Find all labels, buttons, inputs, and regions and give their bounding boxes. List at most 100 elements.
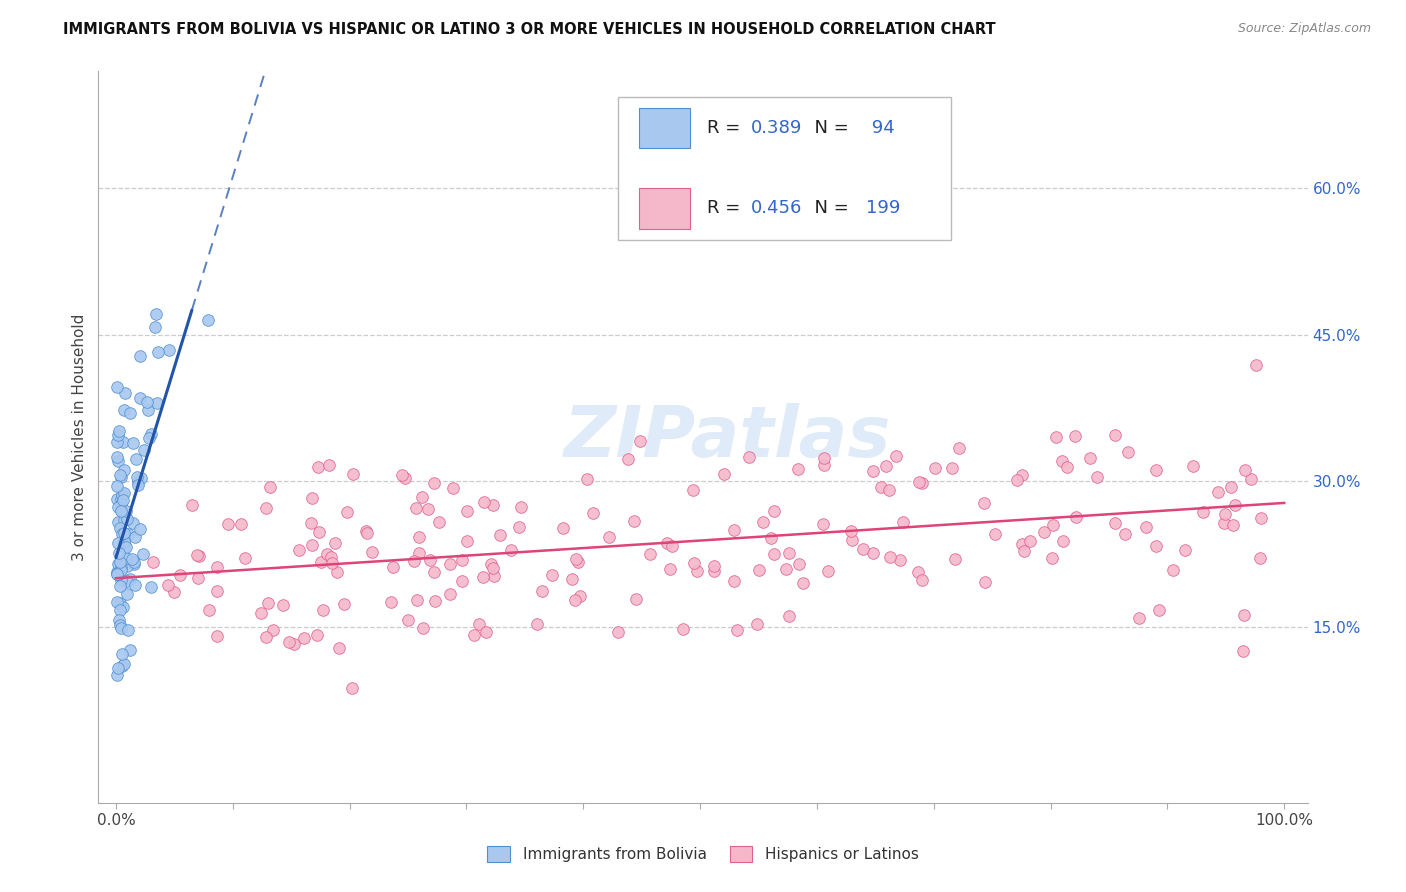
Point [1215, 507, 1237, 521]
Point [112, 463, 135, 477]
Point [623, 514, 645, 528]
Point [139, 580, 162, 594]
Point [115, 540, 138, 554]
Point [129, 391, 152, 405]
Text: R =: R = [707, 119, 745, 136]
Point [257, 596, 280, 610]
Point [105, 380, 128, 394]
Point [661, 539, 683, 553]
Point [205, 584, 228, 599]
Point [408, 530, 430, 544]
Point [112, 540, 135, 554]
Point [1250, 510, 1272, 524]
Point [105, 565, 128, 579]
Point [1064, 510, 1087, 524]
Point [127, 478, 149, 492]
Point [889, 553, 911, 567]
Text: 0.389: 0.389 [751, 119, 803, 136]
Point [217, 517, 239, 532]
Point [146, 345, 169, 359]
Point [112, 485, 135, 500]
Point [129, 522, 152, 536]
Point [283, 637, 305, 651]
Point [142, 555, 165, 569]
Point [1234, 463, 1257, 477]
Point [943, 551, 966, 566]
Point [107, 567, 129, 582]
Point [115, 512, 138, 526]
Point [439, 557, 461, 571]
Point [120, 405, 142, 419]
Point [112, 493, 135, 508]
Point [1005, 473, 1028, 487]
Point [1233, 607, 1256, 622]
Point [1161, 563, 1184, 577]
Point [254, 501, 277, 516]
Point [112, 525, 135, 540]
Point [259, 480, 281, 494]
Point [120, 573, 142, 587]
Point [1192, 505, 1215, 519]
Point [482, 561, 505, 575]
Point [111, 434, 134, 449]
Point [1223, 498, 1246, 512]
Point [1244, 358, 1267, 372]
Point [778, 608, 800, 623]
Bar [638, 108, 690, 148]
Point [107, 500, 129, 515]
Text: ZIPatlas: ZIPatlas [564, 402, 891, 472]
Point [475, 625, 498, 640]
Point [115, 587, 138, 601]
Point [105, 450, 128, 465]
Point [197, 313, 219, 327]
Point [402, 554, 425, 568]
Point [112, 533, 135, 548]
Point [973, 496, 995, 510]
Point [569, 589, 592, 603]
Text: N =: N = [803, 119, 855, 136]
Point [299, 516, 322, 530]
Point [1222, 517, 1244, 532]
Point [292, 631, 315, 645]
Point [792, 575, 814, 590]
Point [111, 658, 134, 673]
Point [472, 569, 495, 583]
Point [108, 595, 131, 609]
Point [391, 468, 413, 483]
Point [1219, 480, 1241, 494]
Point [229, 516, 252, 531]
Point [110, 527, 132, 541]
Point [110, 503, 132, 517]
Point [1011, 537, 1033, 551]
Point [626, 591, 648, 606]
Point [763, 504, 786, 518]
Point [121, 552, 143, 566]
Point [131, 470, 153, 484]
Point [205, 560, 228, 574]
Point [1078, 451, 1101, 466]
Point [143, 319, 166, 334]
Point [115, 551, 138, 566]
Point [813, 451, 835, 466]
Point [682, 483, 704, 497]
Point [1149, 602, 1171, 616]
Point [186, 548, 208, 562]
Point [301, 491, 323, 506]
Point [419, 552, 441, 566]
Bar [638, 188, 690, 228]
Point [1232, 643, 1254, 657]
Point [416, 501, 439, 516]
Point [328, 641, 350, 656]
Point [108, 424, 131, 438]
Point [271, 598, 294, 612]
Point [911, 475, 934, 490]
Point [107, 454, 129, 468]
Point [1240, 472, 1263, 486]
Point [356, 524, 378, 539]
Point [356, 525, 378, 540]
Point [108, 468, 131, 483]
Point [146, 396, 169, 410]
Point [879, 550, 901, 565]
Point [110, 470, 132, 484]
Point [105, 566, 128, 581]
